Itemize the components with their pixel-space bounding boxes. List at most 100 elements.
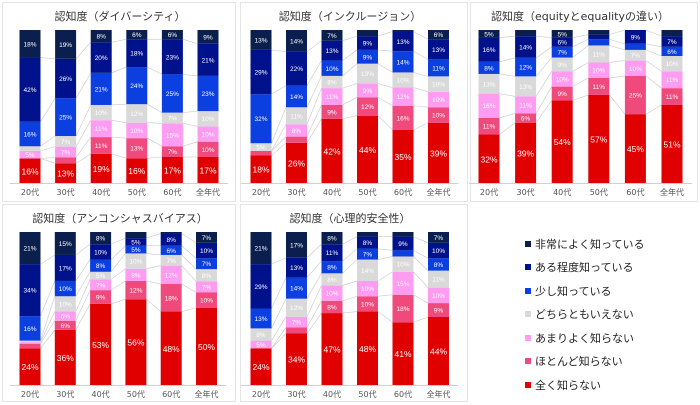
data-label: 8% [256, 332, 266, 339]
data-label: 6% [434, 32, 444, 39]
bar-segment [428, 258, 449, 271]
data-label: 10% [556, 76, 569, 83]
connector-line [377, 256, 393, 260]
bar-segment [392, 236, 414, 251]
connector-line [75, 303, 91, 331]
connector-line [377, 97, 393, 107]
connector-line [75, 290, 91, 321]
connector-line [111, 119, 127, 124]
bar-segment [196, 307, 217, 385]
legend-swatch [525, 311, 531, 318]
bar-segment [661, 104, 683, 183]
connector-line [377, 311, 393, 323]
bar-segment [55, 157, 77, 164]
bar-segment [19, 348, 41, 385]
bar-segment [392, 30, 414, 32]
data-label: 13% [396, 39, 409, 46]
bar-segment [321, 118, 343, 183]
bar-segment [428, 107, 449, 123]
bar-segment [478, 61, 500, 74]
x-tick-label: 20代 [21, 187, 39, 197]
data-label: 14% [396, 59, 409, 66]
data-label: 10% [432, 82, 445, 89]
connector-line [271, 136, 287, 152]
bar-segment [55, 163, 77, 183]
data-label: 7% [202, 261, 212, 268]
bar-segment [160, 311, 182, 385]
bar-segment [55, 146, 77, 158]
connector-line [413, 122, 429, 131]
data-label: 6% [61, 323, 71, 330]
data-label: 57% [590, 134, 607, 144]
bar-segment [588, 34, 610, 40]
data-label: 7% [363, 252, 373, 259]
bar-segment [321, 300, 343, 314]
connector-line [111, 66, 127, 74]
bar-segment [321, 75, 343, 89]
bar-segment [250, 150, 272, 156]
data-label: 13% [130, 146, 143, 153]
bar-segment [125, 299, 147, 385]
connector-line [181, 283, 197, 293]
bar-segment [286, 257, 307, 278]
data-label: 10% [129, 259, 142, 266]
bar-segment [286, 51, 307, 86]
connector-line [271, 257, 287, 265]
bar-segment [392, 256, 414, 272]
bar-segment [19, 158, 41, 183]
data-label: 21% [95, 86, 108, 93]
data-label: 8% [434, 262, 444, 269]
x-tick-label: 60代 [163, 187, 181, 197]
x-tick-label: 全年代 [660, 187, 684, 197]
data-label: 42% [323, 146, 340, 156]
bar-segment [286, 107, 307, 125]
data-label: 16% [482, 103, 495, 110]
connector-line [572, 39, 589, 48]
data-label: 11% [483, 124, 496, 131]
connector-line [111, 299, 126, 305]
bar-segment [90, 232, 112, 245]
data-label: 36% [57, 353, 74, 363]
data-label: 8% [96, 263, 106, 270]
connector-line [377, 294, 393, 297]
data-label: 29% [254, 284, 267, 291]
data-label: 10% [325, 66, 338, 73]
data-label: 10% [432, 113, 445, 120]
data-label: 10% [200, 248, 213, 255]
connector-line [40, 320, 56, 344]
bar-segment [428, 76, 449, 92]
data-label: 6% [132, 32, 142, 39]
data-label: 13% [482, 81, 495, 88]
legend-label: どちらともいえない [535, 308, 634, 322]
connector-line [110, 268, 126, 280]
data-label: 5% [484, 31, 494, 38]
data-label: 7% [96, 282, 106, 289]
bar-segment [90, 104, 112, 121]
bar-segment [250, 328, 272, 341]
bar-segment [19, 343, 41, 349]
connector-line [271, 277, 287, 309]
legend-swatch [525, 381, 531, 388]
data-label: 11% [95, 126, 108, 133]
data-label: 10% [95, 110, 108, 117]
data-label: 9% [363, 88, 373, 95]
bar-segment [160, 254, 182, 266]
x-tick-label: 60代 [394, 187, 412, 197]
connector-line [271, 107, 287, 144]
data-label: 32% [480, 154, 497, 164]
connector-line [306, 312, 322, 334]
bar-segment [428, 122, 449, 183]
data-label: 11% [290, 113, 303, 120]
data-label: 9% [327, 109, 337, 116]
connector-line [499, 57, 516, 63]
bar-segment [515, 122, 537, 183]
data-label: 19% [93, 164, 110, 174]
bar-segment [321, 285, 343, 301]
data-label: 9% [203, 34, 213, 41]
bar-segment [54, 296, 76, 312]
x-tick-label: 全年代 [195, 389, 219, 399]
data-label: 45% [627, 144, 644, 154]
bar-segment [90, 279, 112, 291]
data-label: 8% [292, 128, 302, 135]
